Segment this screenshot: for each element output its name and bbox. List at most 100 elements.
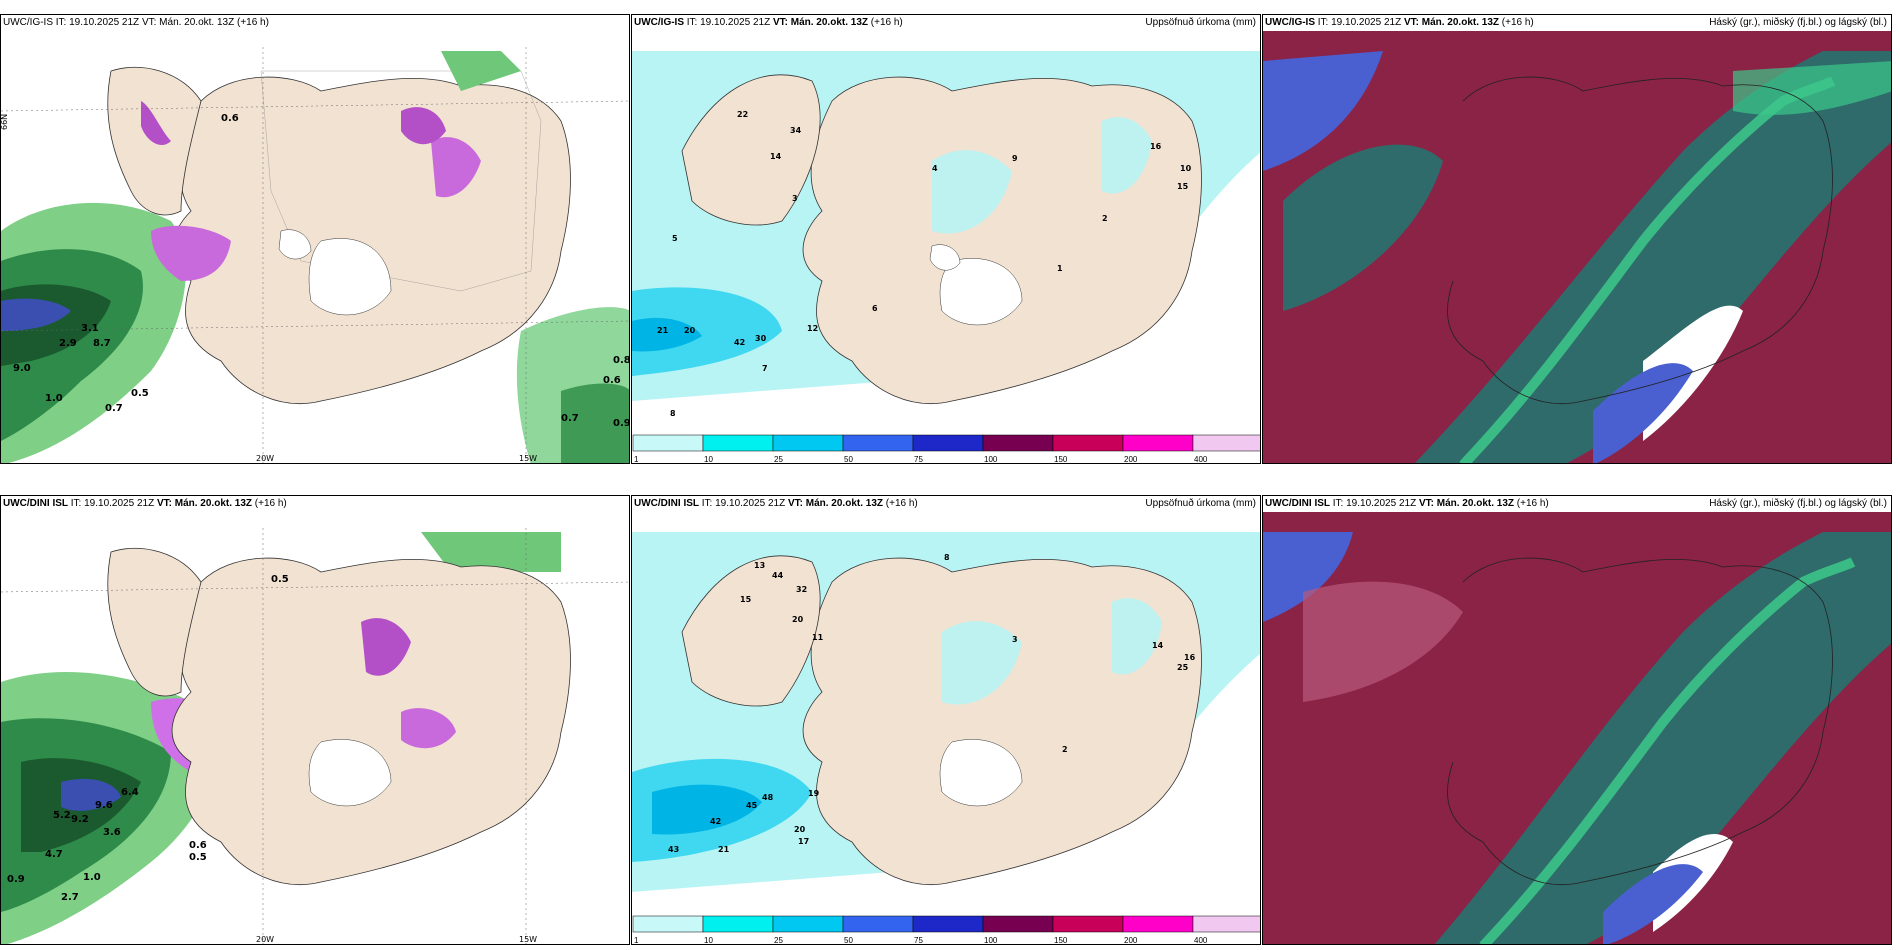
- colorbar-swatch: [1122, 434, 1194, 452]
- colorbar-tick: 10: [704, 455, 713, 464]
- cloud-map-r2: [1263, 512, 1891, 944]
- precip-label: 8: [944, 553, 950, 562]
- snow-label: 0.9: [7, 874, 25, 885]
- colorbar-tick: 1: [634, 455, 639, 464]
- cloud-map-r1: [1263, 31, 1891, 463]
- precip-map-r2: 13 44 32 15 20 11 42 45 48 43 21 19 20 1…: [632, 512, 1260, 914]
- precip-label: 42: [734, 338, 745, 347]
- colorbar-tick: 200: [1124, 936, 1138, 945]
- colorbar-tick: 150: [1054, 936, 1068, 945]
- colorbar-swatch: [842, 434, 914, 452]
- snow-label: 9.6: [95, 800, 113, 811]
- panel-r2-precip: UWC/DINI ISL IT: 19.10.2025 21Z VT: Mán.…: [631, 495, 1261, 945]
- panel-header: UWC/DINI ISL IT: 19.10.2025 21Z VT: Mán.…: [3, 498, 287, 509]
- precip-label: 1: [1057, 264, 1063, 273]
- colorbar-swatch: [632, 915, 704, 933]
- precip-label: 30: [755, 334, 767, 343]
- colorbar-swatch: [842, 915, 914, 933]
- colorbar-r1: 1 10 25 50 75 100 150 200 400: [632, 434, 1260, 464]
- panel-title: Háský (gr.), miðský (fj.bl.) og lágský (…: [1709, 498, 1887, 509]
- colorbar-swatch: [702, 434, 774, 452]
- precip-label: 15: [740, 595, 752, 604]
- colorbar-tick: 25: [774, 455, 783, 464]
- panel-title: Háský (gr.), miðský (fj.bl.) og lágský (…: [1709, 17, 1887, 28]
- snow-label: 1.0: [83, 872, 101, 883]
- panel-r2-clouds: UWC/DINI ISL IT: 19.10.2025 21Z VT: Mán.…: [1262, 495, 1892, 945]
- snow-label: 0.5: [271, 574, 289, 585]
- precip-label: 20: [684, 326, 696, 335]
- panel-header: UWC/IG-IS IT: 19.10.2025 21Z VT: Mán. 20…: [1265, 17, 1534, 28]
- snow-label: 0.5: [189, 852, 207, 863]
- colorbar-swatch: [1122, 915, 1194, 933]
- snow-label: 0.9: [613, 418, 630, 429]
- precip-label: 3: [792, 194, 798, 203]
- precip-label: 42: [710, 817, 721, 826]
- colorbar-swatch: [1192, 915, 1260, 933]
- precip-label: 21: [718, 845, 730, 854]
- precip-label: 10: [1180, 164, 1192, 173]
- colorbar-swatch: [702, 915, 774, 933]
- precip-label: 13: [754, 561, 765, 570]
- precip-label: 14: [1152, 641, 1164, 650]
- precip-label: 48: [762, 793, 774, 802]
- colorbar-swatch: [632, 434, 704, 452]
- precip-label: 9: [1012, 154, 1018, 163]
- precip-label: 34: [790, 126, 802, 135]
- colorbar-tick: 25: [774, 936, 783, 945]
- colorbar-swatch: [1052, 434, 1124, 452]
- snowfall-map-r2: 20W 15W 0.5 5.2 9.2 9.6 6.4 3.6 0.6 0.5 …: [1, 512, 629, 944]
- precip-label: 43: [668, 845, 679, 854]
- precip-label: 21: [657, 326, 669, 335]
- colorbar-tick: 100: [984, 455, 998, 464]
- precip-label: 3: [1012, 635, 1018, 644]
- colorbar-tick: 150: [1054, 455, 1068, 464]
- snow-label: 3.6: [103, 827, 121, 838]
- colorbar-tick: 50: [844, 455, 853, 464]
- precip-label: 19: [808, 789, 820, 798]
- panel-r2-snowfall: UWC/DINI ISL IT: 19.10.2025 21Z VT: Mán.…: [0, 495, 630, 945]
- precip-label: 45: [746, 801, 758, 810]
- precip-label: 20: [792, 615, 804, 624]
- snow-label: 1.0: [45, 393, 63, 404]
- panel-r1-precip: UWC/IG-IS IT: 19.10.2025 21Z VT: Mán. 20…: [631, 14, 1261, 464]
- snow-label: 0.5: [131, 388, 149, 399]
- colorbar-swatch: [772, 434, 844, 452]
- colorbar-tick: 50: [844, 936, 853, 945]
- colorbar-tick: 1: [634, 936, 639, 945]
- panel-header: UWC/IG-IS IT: 19.10.2025 21Z VT: Mán. 20…: [3, 17, 269, 28]
- lat-label: 66N: [1, 114, 9, 130]
- precip-label: 25: [1177, 663, 1189, 672]
- panel-title: Uppsöfnuð úrkoma (mm): [1145, 498, 1256, 509]
- snow-label: 9.2: [71, 814, 89, 825]
- lon-label: 15W: [519, 454, 537, 463]
- snow-label: 2.7: [61, 892, 79, 903]
- colorbar-swatch: [912, 915, 984, 933]
- precip-label: 2: [1102, 214, 1108, 223]
- colorbar-tick: 10: [704, 936, 713, 945]
- precip-label: 16: [1184, 653, 1196, 662]
- colorbar-swatch: [912, 434, 984, 452]
- panel-r1-snowfall: UWC/IG-IS IT: 19.10.2025 21Z VT: Mán. 20…: [0, 14, 630, 464]
- snow-label: 2.9: [59, 338, 77, 349]
- precip-label: 5: [672, 234, 678, 243]
- lon-label: 20W: [256, 454, 274, 463]
- snow-label: 0.8: [613, 355, 630, 366]
- snow-label: 5.2: [53, 810, 71, 821]
- lon-label: 15W: [519, 935, 537, 944]
- colorbar-swatch: [772, 915, 844, 933]
- precip-label: 11: [812, 633, 824, 642]
- precip-label: 2: [1062, 745, 1068, 754]
- precip-label: 4: [932, 164, 938, 173]
- colorbar-tick: 200: [1124, 455, 1138, 464]
- colorbar-tick: 75: [914, 455, 923, 464]
- panel-header: UWC/IG-IS IT: 19.10.2025 21Z VT: Mán. 20…: [634, 17, 903, 28]
- snow-label: 0.7: [561, 413, 579, 424]
- colorbar-tick: 75: [914, 936, 923, 945]
- precip-label: 22: [737, 110, 748, 119]
- colorbar-tick: 100: [984, 936, 998, 945]
- precip-label: 17: [798, 837, 809, 846]
- precip-label: 6: [872, 304, 878, 313]
- precip-label: 32: [796, 585, 807, 594]
- colorbar-tick: 400: [1194, 936, 1208, 945]
- precip-map-r1: 22 34 14 21 20 42 30 12 3 5 8 16 10 15 4…: [632, 31, 1260, 433]
